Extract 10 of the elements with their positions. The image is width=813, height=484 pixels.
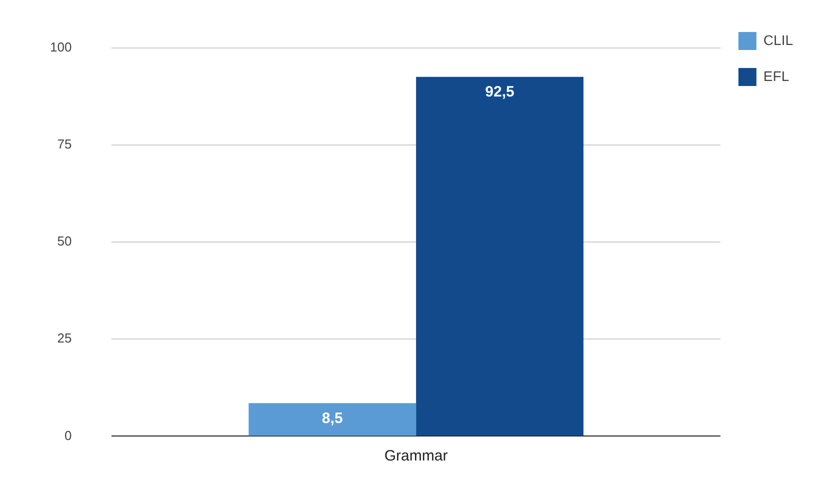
y-tick-label: 100 bbox=[50, 39, 72, 54]
legend-label: EFL bbox=[763, 68, 790, 84]
y-tick-label: 25 bbox=[57, 330, 72, 346]
data-label: 8,5 bbox=[322, 410, 343, 427]
y-tick-label: 75 bbox=[57, 136, 72, 152]
x-tick-label: Grammar bbox=[384, 447, 448, 464]
y-tick-label: 0 bbox=[64, 428, 72, 443]
legend-label: CLIL bbox=[763, 32, 794, 48]
data-label: 92,5 bbox=[485, 84, 514, 101]
y-tick-label: 50 bbox=[57, 234, 72, 249]
